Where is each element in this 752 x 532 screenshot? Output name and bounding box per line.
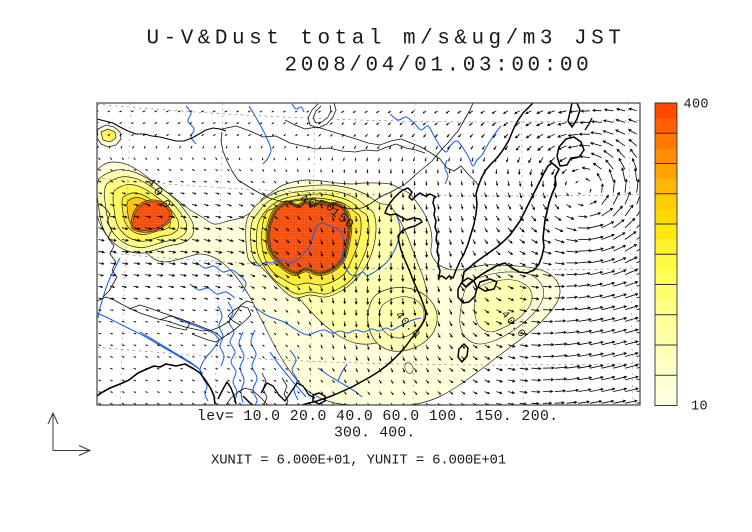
svg-text:400: 400 [684,98,709,113]
svg-text:10: 10 [691,399,708,414]
svg-text:300. 400.: 300. 400. [334,425,415,441]
svg-text:40: 40 [298,191,321,212]
svg-text:U-V&Dust total m/s&ug/m3 JST: U-V&Dust total m/s&ug/m3 JST [147,27,626,50]
svg-text:2008/04/01.03:00:00: 2008/04/01.03:00:00 [285,55,593,78]
svg-text:XUNIT = 6.000E+01, YUNIT = 6.0: XUNIT = 6.000E+01, YUNIT = 6.000E+01 [211,452,506,468]
svg-text:lev= 10.0 20.0 40.0 60.0 100.: lev= 10.0 20.0 40.0 60.0 100. 150. 200. [197,409,559,425]
